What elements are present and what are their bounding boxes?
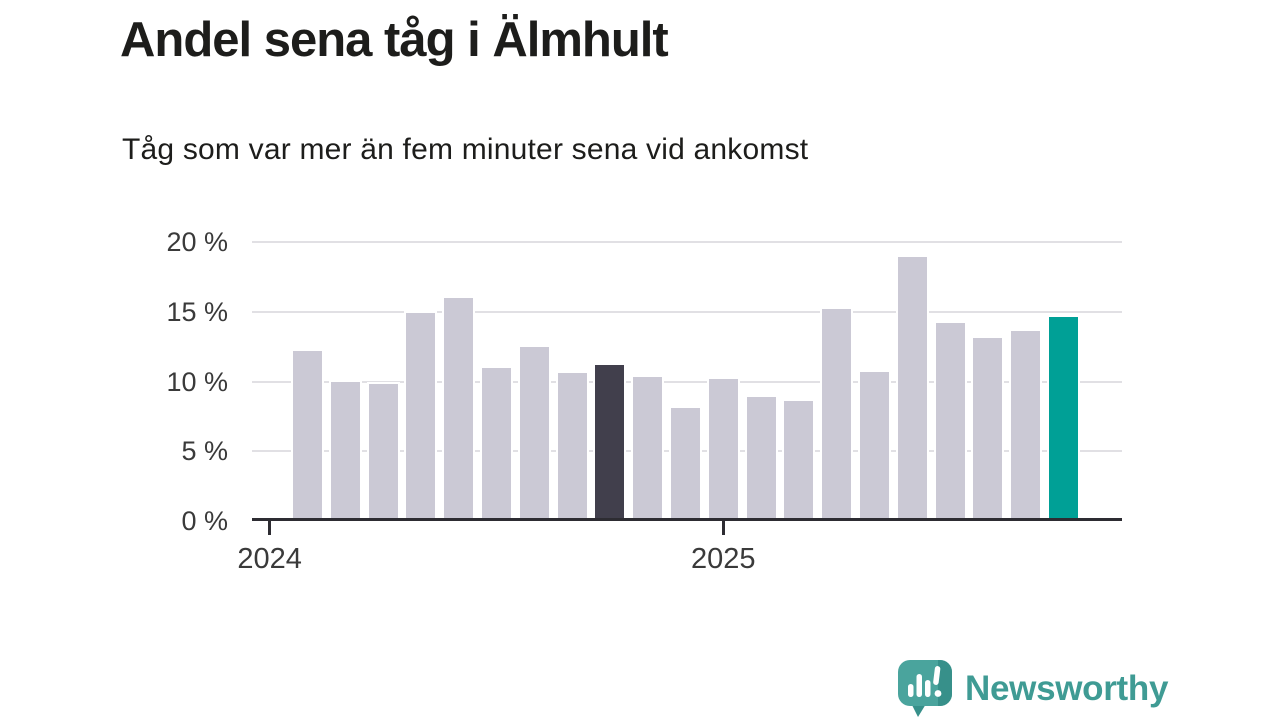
chart-title: Andel sena tåg i Älmhult: [120, 13, 669, 67]
bar: [746, 396, 776, 521]
y-axis-tick-label: 5 %: [181, 436, 228, 467]
bar: [633, 377, 663, 521]
bar: [482, 367, 511, 521]
y-axis-tick-label: 0 %: [181, 506, 228, 536]
bar: [444, 297, 474, 521]
newsworthy-logo-icon: [898, 660, 952, 717]
x-axis-year-label: 2024: [237, 543, 302, 575]
bar: [784, 401, 814, 521]
bar: [671, 408, 700, 521]
brand-footer: Newsworthy: [897, 659, 1168, 719]
bar: [860, 371, 889, 521]
bar: [1011, 331, 1041, 521]
bar: [368, 384, 398, 521]
gridline: [252, 380, 1122, 383]
y-axis-tick-label: 10 %: [166, 366, 228, 397]
y-axis-tick-label: 15 %: [166, 296, 228, 327]
bar: [1049, 317, 1078, 521]
y-axis-tick-label: 20 %: [166, 227, 228, 257]
bar: [708, 378, 738, 521]
x-axis-year-label: 2025: [691, 543, 756, 575]
bar: [293, 350, 322, 521]
brand-name: Newsworthy: [965, 669, 1169, 708]
x-axis-tick: [268, 521, 272, 535]
bar: [822, 309, 852, 521]
bar: [519, 346, 549, 521]
bar: [973, 338, 1003, 521]
bar: [557, 373, 587, 521]
bar: [406, 313, 436, 521]
bar: [330, 381, 360, 521]
bar: [897, 257, 927, 521]
gridline: [252, 241, 1122, 243]
x-axis-tick: [721, 521, 725, 535]
bar: [595, 364, 625, 521]
bar: [935, 322, 965, 521]
gridline: [252, 310, 1122, 313]
chart-subtitle: Tåg som var mer än fem minuter sena vid …: [122, 133, 809, 166]
x-axis-line: [252, 518, 1122, 521]
